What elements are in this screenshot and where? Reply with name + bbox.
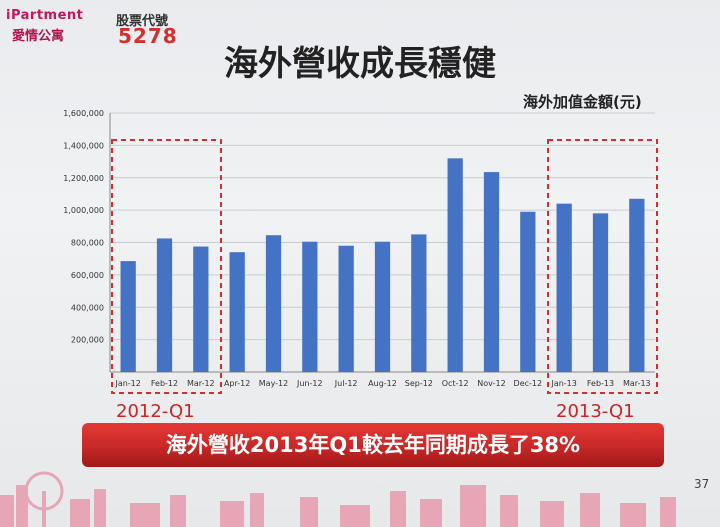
y-tick-label: 1,400,000 <box>63 141 104 150</box>
y-tick-label: 1,200,000 <box>63 174 104 183</box>
bar-jun-12 <box>302 241 318 372</box>
slide-title: 海外營收成長穩健 <box>224 44 496 84</box>
x-tick-label: Oct-12 <box>442 379 469 388</box>
decorative-skyline <box>0 471 676 527</box>
x-tick-label: Aug-12 <box>368 379 397 388</box>
page-number: 37 <box>694 477 710 491</box>
bar-jan-12 <box>120 261 136 372</box>
x-tick-label: Mar-12 <box>187 379 215 388</box>
stock-code-value: 5278 <box>118 24 178 48</box>
x-tick-label: Dec-12 <box>514 379 543 388</box>
revenue-bar-chart: 200,000 400,000 600,000 800,000 1,000,000 1,2… <box>63 109 658 394</box>
stock-code-label: 股票代號 <box>116 14 169 29</box>
y-tick-label: 200,000 <box>71 336 104 345</box>
y-tick-label: 400,000 <box>71 303 104 312</box>
bar-oct-12 <box>447 158 463 372</box>
x-tick-label: Feb-13 <box>587 379 614 388</box>
chart-unit-label: 海外加值金額(元) <box>523 93 642 111</box>
bar-sep-12 <box>411 234 427 372</box>
y-tick-label: 600,000 <box>71 271 104 280</box>
x-tick-label: Jan-13 <box>550 379 576 388</box>
x-tick-label: Sep-12 <box>405 379 433 388</box>
highlight-box-0 <box>111 139 222 394</box>
bar-feb-13 <box>592 213 609 372</box>
company-logo: iPartment 愛情公寓 <box>6 8 116 44</box>
bar-feb-12 <box>156 238 173 372</box>
bar-mar-12 <box>193 246 209 372</box>
x-tick-label: Jun-12 <box>296 379 323 388</box>
x-tick-label: Mar-13 <box>623 379 651 388</box>
y-tick-label: 800,000 <box>71 239 104 248</box>
x-tick-label: Nov-12 <box>477 379 505 388</box>
x-tick-label: May-12 <box>259 379 288 388</box>
y-tick-label: 1,600,000 <box>63 109 104 118</box>
x-tick-label: Apr-12 <box>224 379 250 388</box>
bar-mar-13 <box>629 198 645 372</box>
growth-banner: 海外營收2013年Q1較去年同期成長了38% <box>82 423 664 467</box>
x-tick-label: Feb-12 <box>151 379 178 388</box>
bar-may-12 <box>265 235 282 372</box>
bar-jul-12 <box>338 245 354 372</box>
highlight-label-2012-q1: 2012-Q1 <box>116 401 195 422</box>
bar-nov-12 <box>483 172 500 372</box>
x-tick-label: Jul-12 <box>334 379 358 388</box>
logo-brand-bottom: 愛情公寓 <box>12 29 65 44</box>
y-tick-label: 1,000,000 <box>63 206 104 215</box>
bar-jan-13 <box>556 203 572 372</box>
x-tick-label: Jan-12 <box>114 379 140 388</box>
bar-dec-12 <box>520 211 536 372</box>
highlight-label-2013-q1: 2013-Q1 <box>556 401 635 422</box>
bar-aug-12 <box>374 241 391 372</box>
logo-brand-top: iPartment <box>6 8 84 23</box>
highlight-box-1 <box>547 139 658 394</box>
bar-apr-12 <box>229 252 245 372</box>
